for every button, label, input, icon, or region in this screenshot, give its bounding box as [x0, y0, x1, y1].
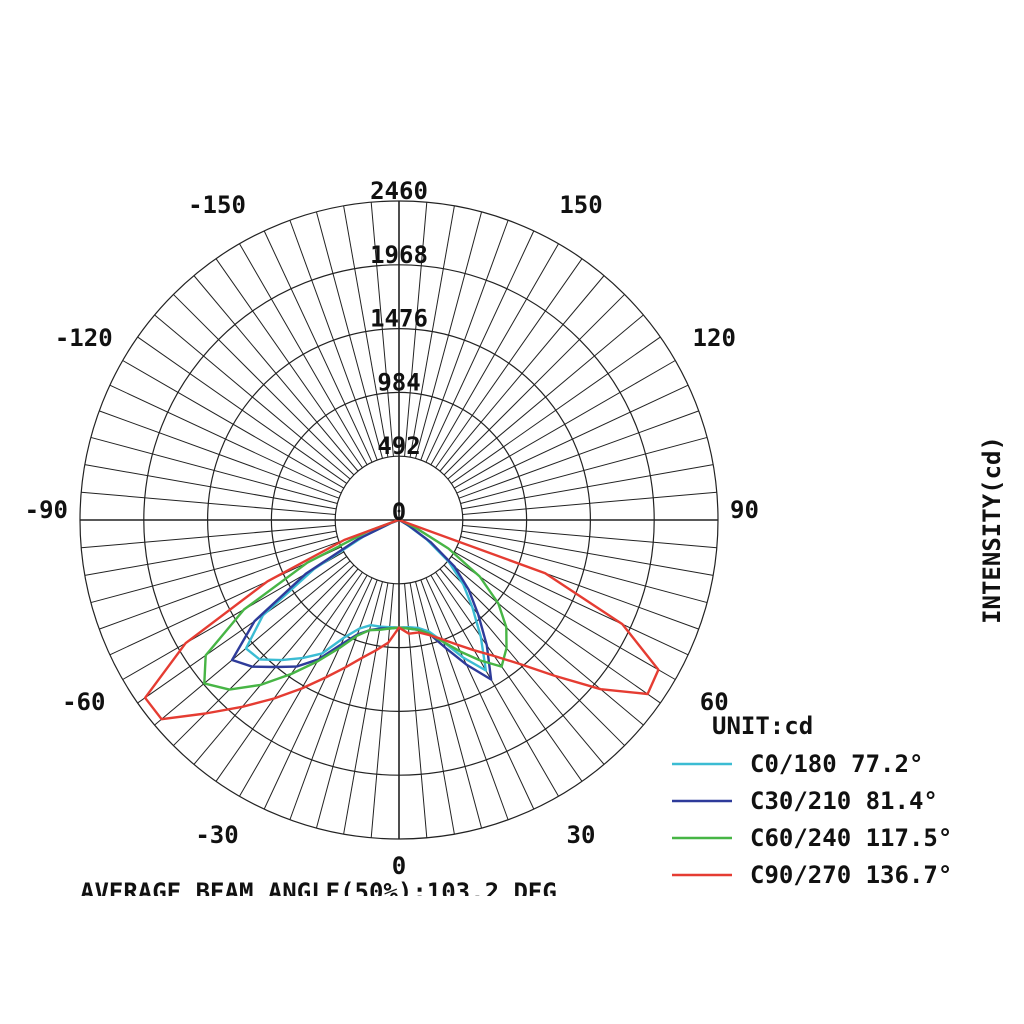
grid-spoke — [415, 581, 483, 829]
grid-spoke — [84, 464, 337, 510]
grid-spoke — [81, 525, 336, 549]
grid-spoke — [462, 525, 717, 549]
radial-tick-label: 1968 — [370, 241, 428, 269]
grid-spoke — [370, 202, 394, 457]
polar-grid — [79, 200, 719, 840]
angle-tick-label: -30 — [195, 821, 238, 849]
grid-spoke — [415, 211, 483, 459]
legend-label: C60/240 117.5° — [750, 824, 952, 852]
angle-tick-label: 60 — [700, 688, 729, 716]
grid-spoke — [99, 541, 340, 630]
grid-spoke — [454, 551, 676, 680]
angle-tick-label: -60 — [62, 688, 105, 716]
grid-spoke — [450, 556, 661, 704]
grid-spoke — [137, 556, 348, 704]
grid-spoke — [263, 577, 373, 810]
grid-spoke — [90, 536, 338, 604]
grid-spoke — [315, 211, 383, 459]
angle-tick-label: 120 — [693, 324, 736, 352]
grid-spoke — [370, 583, 394, 838]
grid-spoke — [409, 205, 455, 458]
grid-spoke — [263, 230, 373, 463]
grid-spoke — [460, 436, 708, 504]
grid-spoke — [409, 582, 455, 835]
legend: UNIT:cd C0/180 77.2° C30/210 81.4° C60/240… — [672, 712, 952, 889]
grid-spoke — [81, 491, 336, 515]
y-axis-label: INTENSITY(cd) — [978, 436, 1006, 624]
grid-spoke — [461, 464, 714, 510]
grid-spoke — [173, 564, 355, 746]
grid-spoke — [154, 314, 351, 480]
grid-spoke — [461, 530, 714, 576]
grid-spoke — [435, 571, 583, 782]
grid-spoke — [137, 336, 348, 484]
legend-label: C90/270 136.7° — [750, 861, 952, 889]
grid-spoke — [193, 275, 359, 472]
grid-spoke — [439, 275, 605, 472]
grid-spoke — [425, 230, 535, 463]
grid-spoke — [456, 384, 689, 494]
grid-spoke — [462, 491, 717, 515]
angle-tick-label: 150 — [559, 191, 602, 219]
angle-tick-label: -90 — [25, 496, 68, 524]
grid-spoke — [289, 220, 378, 461]
grid-spoke — [239, 575, 368, 797]
grid-spoke — [215, 258, 363, 469]
grid-spoke — [430, 575, 559, 797]
grid-spoke — [99, 410, 340, 499]
grid-spoke — [443, 294, 625, 476]
grid-spoke — [454, 360, 676, 489]
grid-spoke — [420, 220, 509, 461]
grid-spoke — [447, 560, 644, 726]
grid-spoke — [435, 258, 583, 469]
angle-tick-label: -120 — [55, 324, 113, 352]
grid-spoke — [84, 530, 337, 576]
grid-spoke — [458, 410, 699, 499]
legend-label: C30/210 81.4° — [750, 787, 938, 815]
radial-tick-label: 984 — [377, 368, 420, 396]
grid-spoke — [420, 579, 509, 820]
grid-spoke — [460, 536, 708, 604]
grid-spoke — [430, 243, 559, 465]
radial-tick-label: 2460 — [370, 177, 428, 205]
grid-spoke — [443, 564, 625, 746]
grid-spoke — [109, 384, 342, 494]
unit-label: UNIT:cd — [712, 712, 813, 740]
grid-spoke — [456, 546, 689, 656]
angle-tick-label: 0 — [392, 852, 406, 880]
radial-tick-label: 492 — [377, 432, 420, 460]
grid-spoke — [404, 583, 428, 838]
grid-spoke — [447, 314, 644, 480]
grid-spoke — [450, 336, 661, 484]
angle-tick-label: -150 — [188, 191, 246, 219]
grid-spoke — [425, 577, 535, 810]
grid-spoke — [315, 581, 383, 829]
grid-spoke — [215, 571, 363, 782]
legend-label: C0/180 77.2° — [750, 750, 923, 778]
grid-spoke — [173, 294, 355, 476]
grid-spoke — [404, 202, 428, 457]
grid-spoke — [239, 243, 368, 465]
radial-tick-labels: 0 492 984 1476 1968 2460 — [370, 177, 428, 526]
radial-tick-label: 1476 — [370, 305, 428, 333]
angle-tick-label: 90 — [730, 496, 759, 524]
grid-spoke — [343, 205, 389, 458]
grid-spoke — [289, 579, 378, 820]
angle-tick-labels: 0 30 -30 60 -60 90 -90 120 -120 150 -150 — [25, 191, 759, 880]
grid-spoke — [343, 582, 389, 835]
grid-spoke — [90, 436, 338, 504]
grid-spoke — [122, 360, 344, 489]
grid-spoke — [154, 560, 351, 726]
series-layer — [143, 518, 660, 721]
radial-tick-label: 0 — [392, 498, 406, 526]
grid-spoke — [439, 568, 605, 765]
series-line-c60-240 — [203, 518, 508, 691]
angle-tick-label: 30 — [567, 821, 596, 849]
series-line-c90-270 — [143, 518, 660, 721]
